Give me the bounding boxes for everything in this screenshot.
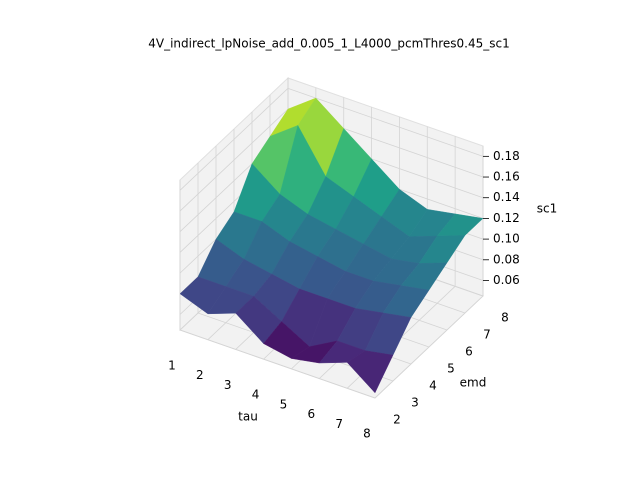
- x-tick-label: 2: [196, 368, 204, 382]
- x-tick-label: 7: [335, 417, 343, 431]
- y-tick-label: 6: [465, 345, 473, 359]
- surface-patch: [346, 350, 394, 394]
- y-tick-label: 3: [411, 396, 419, 410]
- x-tick-label: 8: [363, 427, 371, 441]
- x-tick-label: 3: [224, 378, 232, 392]
- x-tick-label: 6: [307, 407, 315, 421]
- x-tick-label: 5: [280, 397, 288, 411]
- y-axis-label: emd: [460, 376, 487, 390]
- z-tick-label: 0.16: [493, 170, 520, 184]
- z-tick-label: 0.18: [493, 149, 520, 163]
- y-tick-label: 2: [393, 413, 401, 427]
- x-tick-label: 4: [252, 388, 260, 402]
- y-tick-label: 5: [447, 362, 455, 376]
- z-axis-label: sc1: [537, 202, 557, 216]
- grid-line: [179, 108, 289, 212]
- z-tick-label: 0.10: [493, 232, 520, 246]
- chart-title: 4V_indirect_lpNoise_add_0.005_1_L4000_pc…: [148, 37, 509, 51]
- grid-line: [287, 87, 484, 157]
- z-tick-label: 0.08: [493, 252, 520, 266]
- z-tick-label: 0.06: [493, 273, 520, 287]
- y-tick-label: 8: [501, 311, 509, 325]
- x-tick-label: 1: [168, 359, 176, 373]
- z-tick-label: 0.12: [493, 211, 520, 225]
- grid-line: [179, 329, 376, 399]
- y-tick-label: 7: [483, 328, 491, 342]
- z-tick-label: 0.14: [493, 190, 520, 204]
- x-axis-label: tau: [238, 410, 258, 424]
- y-tick-label: 4: [429, 379, 437, 393]
- grid-line: [179, 88, 289, 191]
